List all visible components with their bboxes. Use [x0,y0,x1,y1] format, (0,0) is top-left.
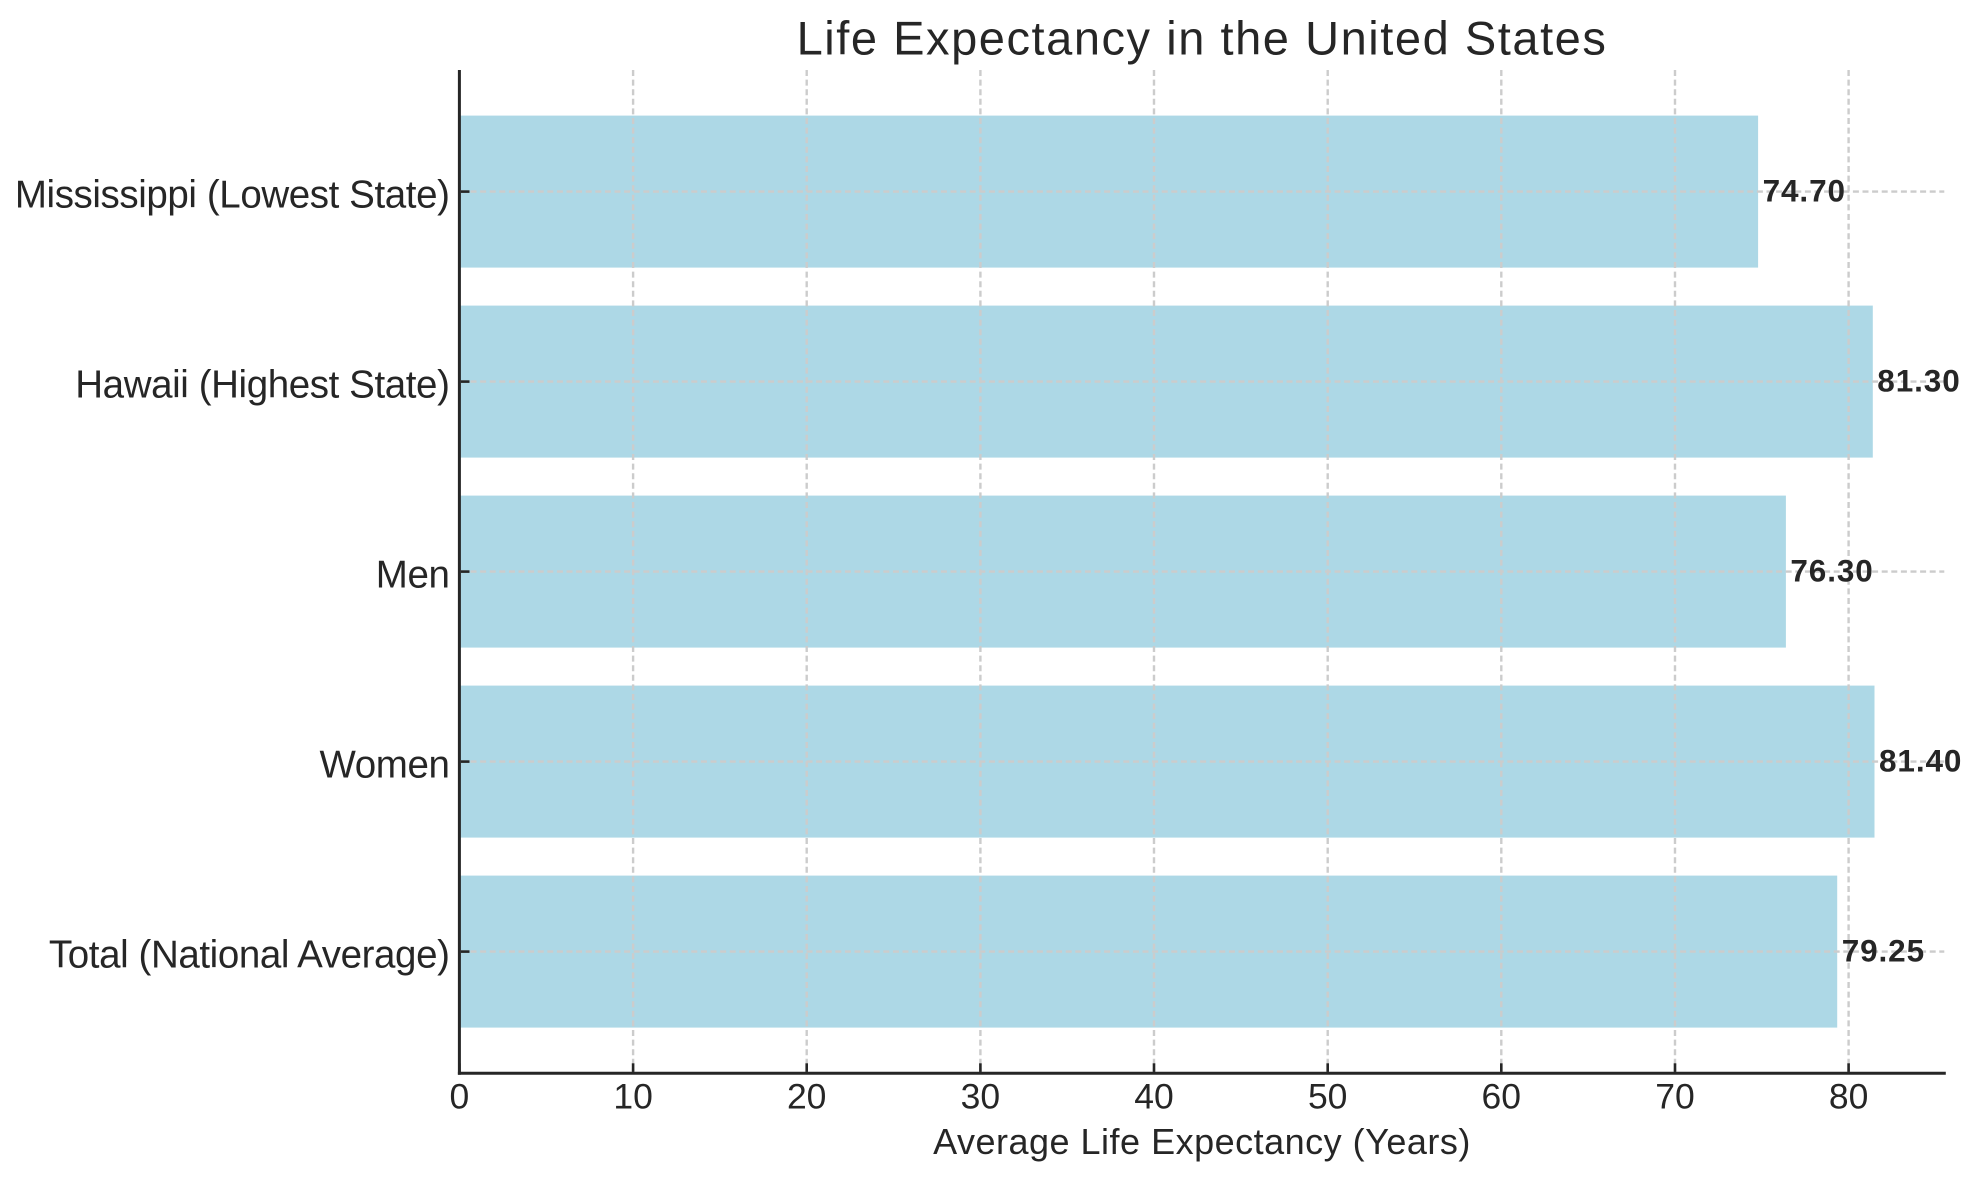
svg-text:74.70: 74.70 [1763,173,1846,209]
svg-text:Women: Women [320,743,450,786]
svg-text:76.30: 76.30 [1790,553,1873,589]
svg-text:81.40: 81.40 [1879,743,1962,779]
svg-text:Men: Men [376,553,450,596]
svg-text:Average Life Expectancy (Years: Average Life Expectancy (Years) [933,1121,1471,1162]
svg-text:10: 10 [613,1077,653,1117]
svg-text:81.30: 81.30 [1877,363,1960,399]
svg-text:Total (National Average): Total (National Average) [49,933,450,976]
svg-text:70: 70 [1655,1077,1695,1117]
svg-text:80: 80 [1829,1077,1869,1117]
svg-text:79.25: 79.25 [1842,933,1925,969]
svg-text:20: 20 [787,1077,827,1117]
svg-text:50: 50 [1308,1077,1348,1117]
svg-text:30: 30 [961,1077,1001,1117]
svg-text:60: 60 [1482,1077,1522,1117]
svg-text:Life Expectancy in the United: Life Expectancy in the United States [797,12,1608,65]
svg-text:40: 40 [1134,1077,1174,1117]
svg-text:Mississippi (Lowest State): Mississippi (Lowest State) [15,173,450,216]
svg-text:Hawaii (Highest State): Hawaii (Highest State) [75,363,449,406]
svg-text:0: 0 [450,1077,470,1117]
